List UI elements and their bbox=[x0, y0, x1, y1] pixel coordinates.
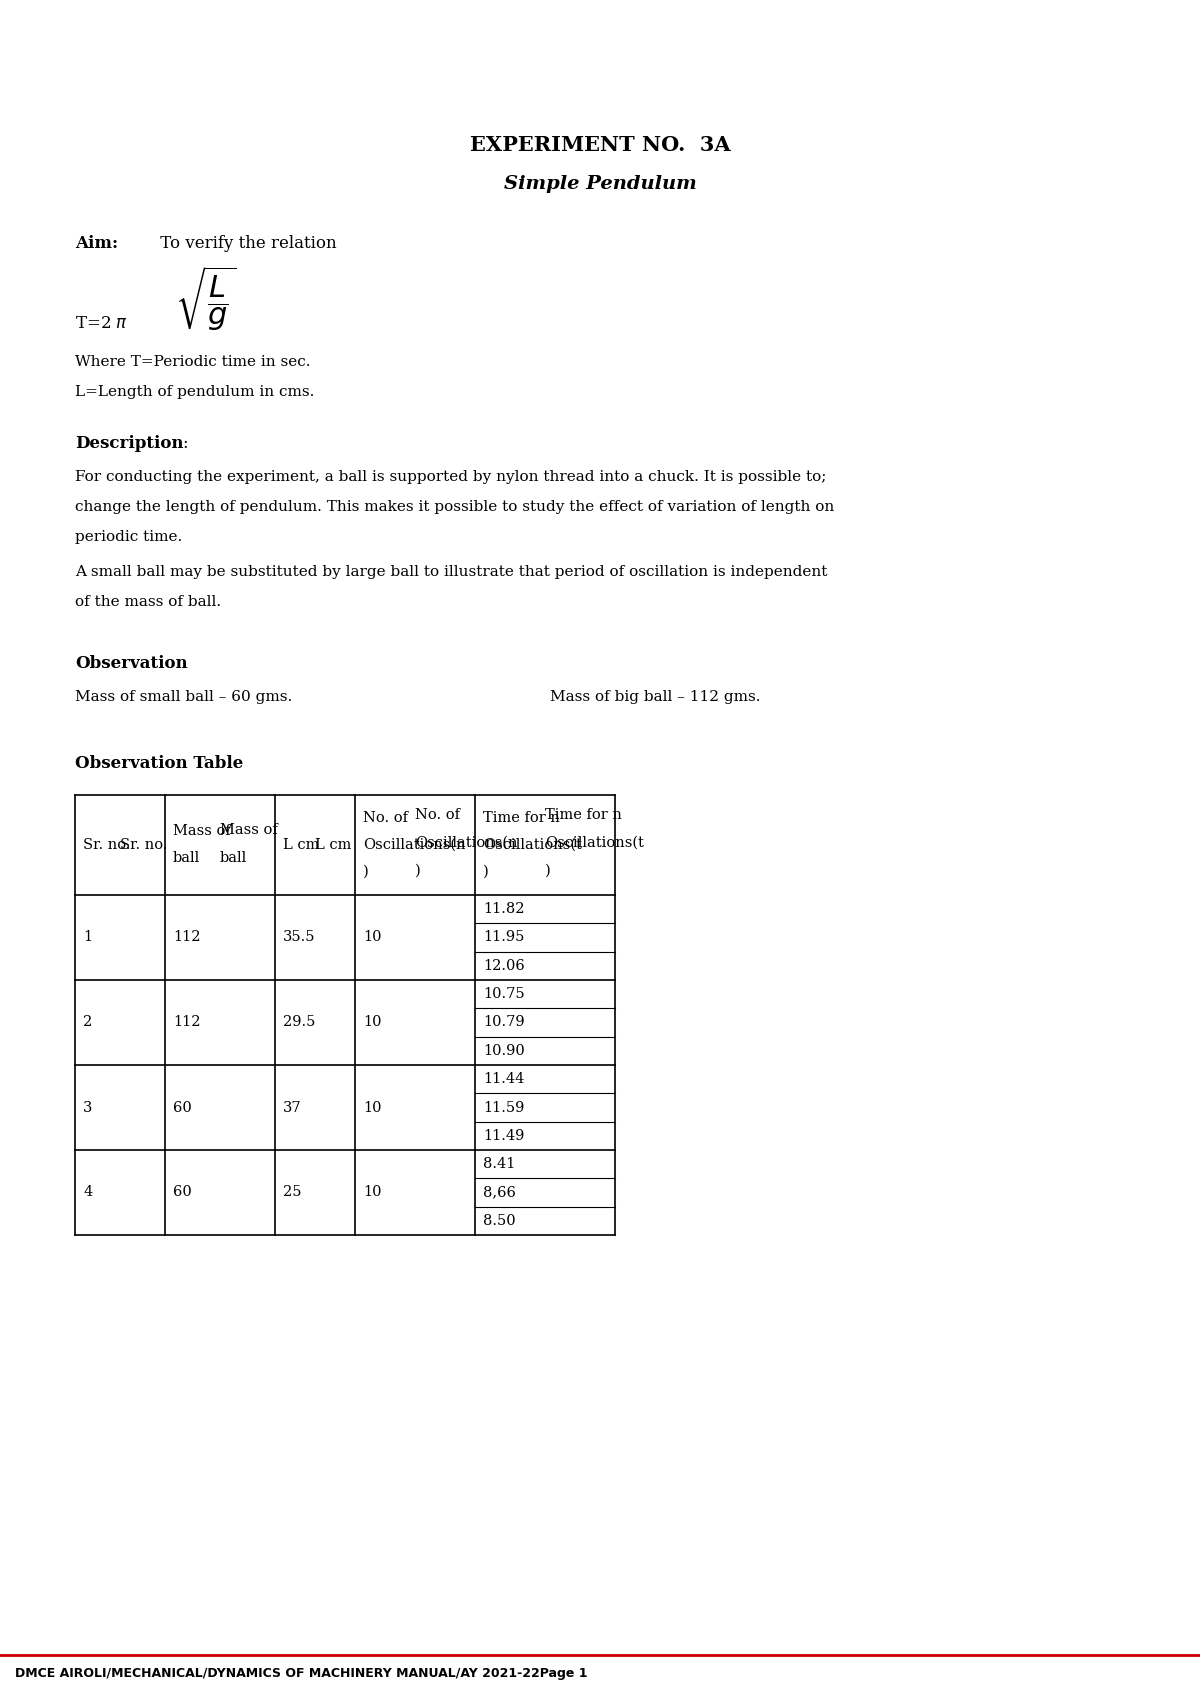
Text: 10: 10 bbox=[364, 930, 382, 945]
Text: Oscillations(t: Oscillations(t bbox=[545, 837, 644, 850]
Text: Time for n: Time for n bbox=[545, 808, 622, 821]
Text: 8.50: 8.50 bbox=[482, 1213, 516, 1229]
Text: 10.75: 10.75 bbox=[482, 988, 524, 1001]
Text: Mass of: Mass of bbox=[220, 823, 277, 837]
Text: Observation Table: Observation Table bbox=[74, 755, 244, 772]
Text: Oscillations(n: Oscillations(n bbox=[364, 838, 466, 852]
Text: ): ) bbox=[415, 864, 421, 877]
Text: 2: 2 bbox=[83, 1015, 92, 1030]
Text: 8.41: 8.41 bbox=[482, 1157, 515, 1171]
Text: 37: 37 bbox=[283, 1100, 301, 1115]
Text: 10: 10 bbox=[364, 1100, 382, 1115]
Text: ): ) bbox=[364, 865, 368, 879]
Text: Mass of small ball – 60 gms.: Mass of small ball – 60 gms. bbox=[74, 691, 293, 704]
Text: ball: ball bbox=[220, 850, 247, 865]
Text: ball: ball bbox=[173, 852, 200, 865]
Text: 4: 4 bbox=[83, 1186, 92, 1200]
Text: To verify the relation: To verify the relation bbox=[155, 234, 337, 251]
Text: :: : bbox=[182, 434, 187, 451]
Text: 112: 112 bbox=[173, 930, 200, 945]
Text: 10.90: 10.90 bbox=[482, 1044, 524, 1057]
Text: DMCE AIROLI/MECHANICAL/DYNAMICS OF MACHINERY MANUAL/AY 2021-22Page 1: DMCE AIROLI/MECHANICAL/DYNAMICS OF MACHI… bbox=[14, 1666, 588, 1680]
Text: Simple Pendulum: Simple Pendulum bbox=[504, 175, 696, 193]
Text: $\sqrt{\dfrac{L}{g}}$: $\sqrt{\dfrac{L}{g}}$ bbox=[175, 265, 236, 333]
Text: 10: 10 bbox=[364, 1186, 382, 1200]
Text: T=2 $\pi$: T=2 $\pi$ bbox=[74, 316, 128, 333]
Text: Mass of big ball – 112 gms.: Mass of big ball – 112 gms. bbox=[550, 691, 761, 704]
Text: L cm: L cm bbox=[314, 838, 352, 852]
Text: ): ) bbox=[482, 865, 488, 879]
Text: 60: 60 bbox=[173, 1186, 192, 1200]
Text: For conducting the experiment, a ball is supported by nylon thread into a chuck.: For conducting the experiment, a ball is… bbox=[74, 470, 827, 484]
Text: 3: 3 bbox=[83, 1100, 92, 1115]
Text: EXPERIMENT NO.  3A: EXPERIMENT NO. 3A bbox=[469, 136, 731, 154]
Text: Where T=Periodic time in sec.: Where T=Periodic time in sec. bbox=[74, 355, 311, 368]
Text: Time for n: Time for n bbox=[482, 811, 560, 825]
Text: L=Length of pendulum in cms.: L=Length of pendulum in cms. bbox=[74, 385, 314, 399]
Text: Mass of: Mass of bbox=[173, 825, 230, 838]
Text: 8,66: 8,66 bbox=[482, 1186, 516, 1200]
Text: 11.95: 11.95 bbox=[482, 930, 524, 945]
Text: Sr. no.: Sr. no. bbox=[83, 838, 131, 852]
Text: Sr. no.: Sr. no. bbox=[120, 838, 168, 852]
Text: L cm: L cm bbox=[283, 838, 319, 852]
Text: A small ball may be substituted by large ball to illustrate that period of oscil: A small ball may be substituted by large… bbox=[74, 565, 827, 579]
Text: 11.49: 11.49 bbox=[482, 1129, 524, 1142]
Text: 11.82: 11.82 bbox=[482, 903, 524, 916]
Text: No. of: No. of bbox=[415, 808, 460, 821]
Text: 35.5: 35.5 bbox=[283, 930, 316, 945]
Text: Aim:: Aim: bbox=[74, 234, 118, 251]
Text: 29.5: 29.5 bbox=[283, 1015, 316, 1030]
Text: Oscillations(n: Oscillations(n bbox=[415, 837, 517, 850]
Text: Observation: Observation bbox=[74, 655, 187, 672]
Text: No. of: No. of bbox=[364, 811, 408, 825]
Text: 11.44: 11.44 bbox=[482, 1073, 524, 1086]
Text: 12.06: 12.06 bbox=[482, 959, 524, 972]
Text: 1: 1 bbox=[83, 930, 92, 945]
Text: Description: Description bbox=[74, 434, 184, 451]
Text: periodic time.: periodic time. bbox=[74, 529, 182, 545]
Text: Oscillations(t: Oscillations(t bbox=[482, 838, 582, 852]
Text: 60: 60 bbox=[173, 1100, 192, 1115]
Text: 10.79: 10.79 bbox=[482, 1015, 524, 1030]
Text: 25: 25 bbox=[283, 1186, 301, 1200]
Text: of the mass of ball.: of the mass of ball. bbox=[74, 596, 221, 609]
Text: 112: 112 bbox=[173, 1015, 200, 1030]
Text: ): ) bbox=[545, 864, 551, 877]
Text: 10: 10 bbox=[364, 1015, 382, 1030]
Text: 11.59: 11.59 bbox=[482, 1100, 524, 1115]
Text: change the length of pendulum. This makes it possible to study the effect of var: change the length of pendulum. This make… bbox=[74, 501, 834, 514]
